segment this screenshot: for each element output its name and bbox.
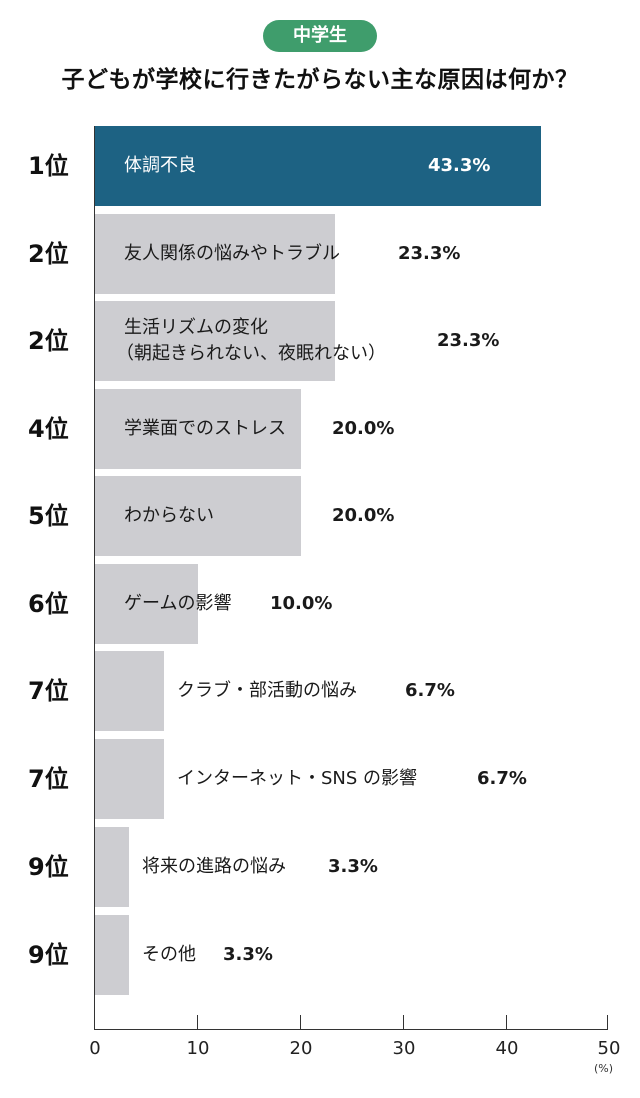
- bar: [95, 827, 129, 907]
- x-tick-label: 20: [289, 1038, 313, 1059]
- category-label: 生活リズムの変化 （朝起きられない、夜眠れない）: [116, 301, 386, 381]
- chart-row: 2位 生活リズムの変化 （朝起きられない、夜眠れない） 23.3%: [0, 301, 640, 381]
- bar: [95, 651, 164, 731]
- x-tick-label: 50: [597, 1038, 621, 1059]
- value-label: 43.3%: [428, 155, 491, 176]
- category-label: インターネット・SNS の影響: [177, 768, 418, 789]
- value-label: 23.3%: [437, 330, 500, 351]
- category-label: クラブ・部活動の悩み: [177, 680, 357, 701]
- chart-title: 子どもが学校に行きたがらない主な原因は何か？: [61, 67, 579, 93]
- category-label: 学業面でのストレス: [124, 418, 286, 439]
- bar: [95, 915, 129, 995]
- x-tick-label: 10: [186, 1038, 210, 1059]
- chart-row: 9位 その他 3.3%: [0, 915, 640, 995]
- category-label: その他: [142, 944, 196, 965]
- value-label: 6.7%: [477, 768, 527, 789]
- value-label: 3.3%: [328, 856, 378, 877]
- rank-label: 4位: [28, 415, 69, 443]
- chart-row: 2位 友人関係の悩みやトラブル 23.3%: [0, 214, 640, 294]
- rank-label: 2位: [28, 327, 69, 355]
- rank-label: 6位: [28, 590, 69, 618]
- bar: [95, 476, 301, 556]
- value-label: 20.0%: [332, 418, 395, 439]
- bar: [95, 214, 335, 294]
- category-label-line1: 生活リズムの変化: [124, 317, 268, 338]
- chart-row: 7位 クラブ・部活動の悩み 6.7%: [0, 651, 640, 731]
- chart-row: 9位 将来の進路の悩み 3.3%: [0, 827, 640, 907]
- chart-row: 4位 学業面でのストレス 20.0%: [0, 389, 640, 469]
- rank-label: 2位: [28, 240, 69, 268]
- chart-row: 6位 ゲームの影響 10.0%: [0, 564, 640, 644]
- bar: [95, 564, 198, 644]
- rank-label: 5位: [28, 502, 69, 530]
- category-label: わからない: [124, 505, 214, 526]
- bar: [95, 301, 335, 381]
- value-label: 10.0%: [270, 593, 333, 614]
- bar: [95, 126, 541, 206]
- x-tick: [607, 1015, 608, 1029]
- x-tick: [300, 1015, 301, 1029]
- rank-label: 9位: [28, 853, 69, 881]
- value-label: 6.7%: [405, 680, 455, 701]
- value-label: 20.0%: [332, 505, 395, 526]
- category-label-line2: （朝起きられない、夜眠れない）: [116, 343, 386, 364]
- bar: [95, 739, 164, 819]
- x-tick: [403, 1015, 404, 1029]
- category-label: ゲームの影響: [124, 593, 232, 614]
- rank-label: 7位: [28, 765, 69, 793]
- chart-row: 5位 わからない 20.0%: [0, 476, 640, 556]
- category-label: 体調不良: [124, 155, 196, 176]
- x-tick-label: 40: [495, 1038, 519, 1059]
- x-tick: [197, 1015, 198, 1029]
- value-label: 23.3%: [398, 243, 461, 264]
- chart-row: 7位 インターネット・SNS の影響 6.7%: [0, 739, 640, 819]
- rank-label: 9位: [28, 941, 69, 969]
- rank-label: 7位: [28, 677, 69, 705]
- category-badge: 中学生: [263, 20, 377, 52]
- x-tick: [506, 1015, 507, 1029]
- x-tick-label: 0: [89, 1038, 101, 1059]
- x-axis-unit: (%): [594, 1062, 614, 1075]
- y-axis-line: [94, 126, 95, 1030]
- x-tick-label: 30: [392, 1038, 416, 1059]
- x-axis-line: [94, 1029, 608, 1030]
- category-label: 友人関係の悩みやトラブル: [124, 243, 340, 264]
- rank-label: 1位: [28, 152, 69, 180]
- chart-row: 1位 体調不良 43.3%: [0, 126, 640, 206]
- category-label: 将来の進路の悩み: [142, 856, 286, 877]
- value-label: 3.3%: [223, 944, 273, 965]
- bar: [95, 389, 301, 469]
